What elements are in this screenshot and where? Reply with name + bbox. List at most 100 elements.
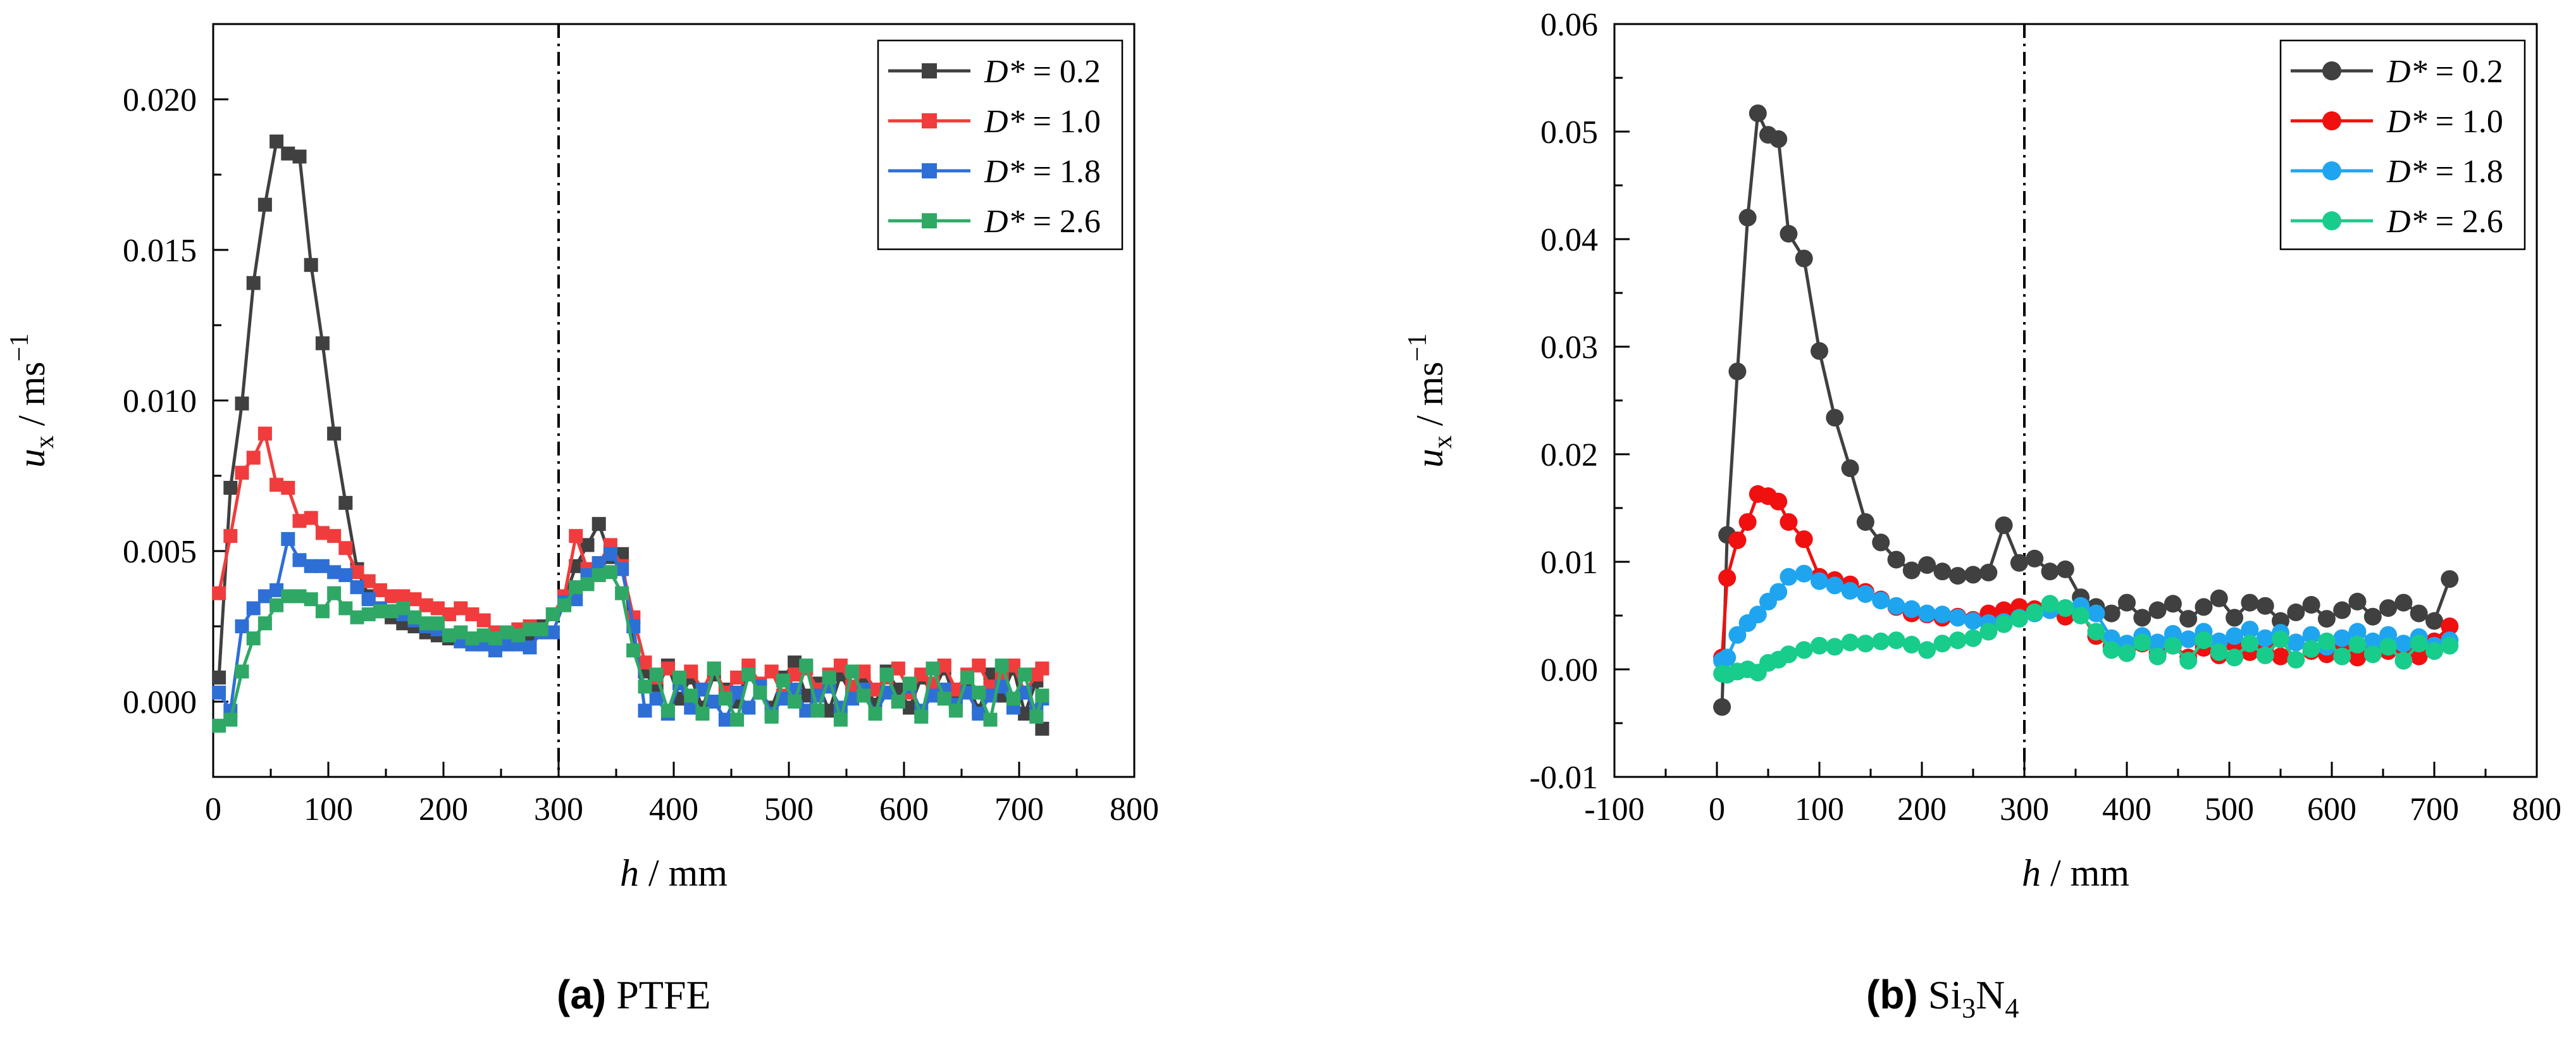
data-point-a-2 [212,685,226,700]
data-point-b-3 [1948,631,1967,650]
data-point-a-0 [212,670,226,685]
data-point-a-3 [994,658,1009,673]
data-point-b-3 [2010,610,2028,628]
data-point-b-0 [1872,533,1890,552]
data-point-a-3 [603,565,617,580]
data-point-a-2 [350,580,364,595]
data-point-a-0 [269,134,284,149]
legend-label-b-0: D* = 0.2 [2386,54,2503,90]
data-point-a-3 [649,667,664,682]
data-point-b-3 [1780,645,1798,664]
data-point-b-0 [2302,596,2320,614]
data-point-a-3 [454,625,468,640]
data-point-b-2 [2148,633,2167,652]
data-point-b-3 [1856,635,1874,653]
legend-marker-a-0 [922,63,937,78]
data-point-b-2 [2226,627,2244,645]
data-point-b-3 [2226,648,2244,667]
data-point-a-3 [983,712,998,727]
data-point-b-0 [2287,603,2305,621]
data-point-b-0 [1995,516,2013,535]
data-point-a-1 [442,607,457,621]
x-tick-label-b: 200 [1897,791,1947,828]
series-a-3 [212,565,1050,733]
data-point-a-3 [350,610,364,624]
data-point-b-3 [2210,643,2228,661]
data-point-b-2 [2348,623,2367,641]
data-point-a-1 [396,589,411,604]
data-point-a-1 [476,613,491,628]
data-point-b-1 [2410,647,2428,666]
x-axis-label-a: h / mm [620,852,728,894]
data-point-a-3 [937,692,951,706]
legend-b [2279,39,2526,251]
data-point-a-0 [257,197,272,212]
data-point-b-3 [1933,635,1952,653]
data-point-a-2 [545,625,560,640]
data-point-b-0 [1887,550,1905,569]
data-point-b-0 [2333,601,2351,619]
data-point-a-3 [523,622,537,636]
data-point-a-3 [707,661,721,676]
data-point-a-3 [626,643,641,658]
data-point-a-3 [419,616,433,631]
data-point-b-0 [1948,567,1967,585]
data-point-b-1 [1738,513,1757,531]
x-tick-label-b: 400 [2102,791,2152,828]
data-point-b-0 [1780,225,1798,243]
data-point-b-0 [1841,459,1859,478]
x-tick-label-a: 600 [879,791,929,828]
data-point-b-3 [2363,645,2382,664]
data-point-b-1 [1728,531,1747,549]
data-point-a-2 [730,685,745,700]
data-point-a-3 [212,719,226,733]
data-point-a-2 [327,565,342,580]
legend-marker-a-2 [922,163,937,178]
data-point-b-1 [1718,569,1737,587]
data-point-b-0 [2410,604,2428,623]
x-tick-label-a: 800 [1110,791,1159,828]
y-tick-label-a: 0.000 [123,685,197,721]
data-point-b-3 [2333,647,2351,666]
data-point-b-0 [1918,556,1936,574]
data-point-a-2 [926,688,940,703]
data-point-a-3 [960,670,975,685]
data-point-a-0 [235,396,249,411]
data-point-a-1 [857,664,871,679]
data-point-b-0 [2102,604,2121,623]
data-point-b-2 [2333,629,2351,647]
data-point-b-0 [2348,592,2367,611]
y-tick-label-b: 0.06 [1540,7,1598,43]
data-point-b-0 [1964,566,1982,584]
data-point-b-3 [2256,646,2274,664]
data-point-a-2 [246,601,261,616]
legend-marker-b-2 [2322,161,2341,180]
data-point-a-3 [833,712,848,727]
data-point-b-0 [2179,610,2198,628]
data-point-a-3 [1035,688,1050,703]
data-point-b-3 [2087,623,2105,641]
data-point-a-3 [638,679,652,694]
data-point-a-1 [684,664,698,679]
data-point-b-0 [2195,598,2213,616]
data-point-b-0 [1769,130,1788,148]
data-point-b-3 [1887,631,1905,650]
legend-marker-b-0 [2322,61,2341,80]
data-point-b-3 [1826,638,1844,656]
data-point-a-1 [385,589,399,604]
data-point-a-3 [557,598,572,612]
data-point-b-1 [2441,617,2459,635]
data-point-b-2 [2394,635,2413,653]
data-point-a-2 [338,568,353,583]
data-point-b-0 [1738,209,1757,226]
data-point-a-1 [350,565,364,580]
data-point-b-0 [2210,589,2228,607]
data-point-b-3 [1979,623,1998,641]
caption-a-label: (a) [557,972,607,1017]
data-point-b-3 [2164,636,2182,655]
data-point-a-3 [442,628,457,643]
data-point-a-3 [281,589,295,604]
data-point-a-1 [212,586,226,600]
data-point-b-2 [2179,630,2198,648]
data-point-a-3 [764,709,779,724]
